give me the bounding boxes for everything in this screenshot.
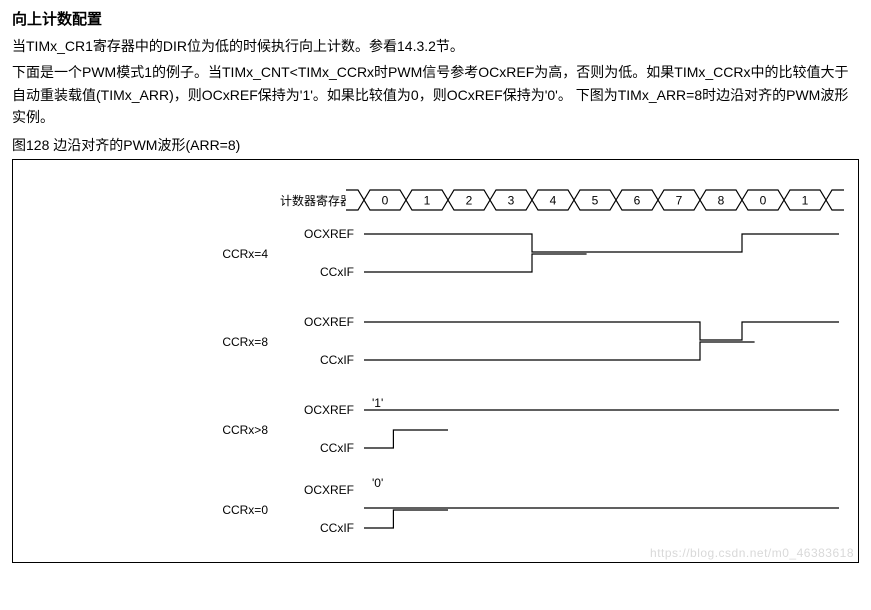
ccrx-group-label: CCRx=8 bbox=[222, 335, 268, 349]
waveform bbox=[364, 322, 839, 340]
ccxif-label: CCxIF bbox=[320, 265, 354, 279]
ocxref-annotation: '1' bbox=[372, 396, 383, 410]
paragraph-1: 当TIMx_CR1寄存器中的DIR位为低的时候执行向上计数。参看14.3.2节。 bbox=[12, 35, 859, 57]
counter-value: 8 bbox=[718, 193, 725, 207]
watermark-text: https://blog.csdn.net/m0_46383618 bbox=[650, 546, 854, 560]
counter-value: 0 bbox=[382, 193, 389, 207]
counter-value: 3 bbox=[508, 193, 515, 207]
waveform bbox=[364, 254, 587, 272]
ccxif-label: CCxIF bbox=[320, 521, 354, 535]
timing-diagram-container: 计数器寄存器 0 1 2 3 4 5 6 7 8 0 1 CCRx=4 OCXREF CCxIF CCRx=8… bbox=[12, 159, 859, 563]
section-title: 向上计数配置 bbox=[12, 8, 859, 29]
figure-caption: 图128 边沿对齐的PWM波形(ARR=8) bbox=[12, 135, 859, 155]
ocxref-label: OCXREF bbox=[304, 483, 354, 497]
counter-value: 4 bbox=[550, 193, 557, 207]
counter-cell-lead bbox=[346, 190, 364, 210]
counter-value: 1 bbox=[802, 193, 809, 207]
counter-value: 2 bbox=[466, 193, 473, 207]
waveform bbox=[364, 430, 448, 448]
ocxref-annotation: '0' bbox=[372, 476, 383, 490]
ocxref-label: OCXREF bbox=[304, 227, 354, 241]
ccrx-group-label: CCRx=4 bbox=[222, 247, 268, 261]
counter-register-label: 计数器寄存器 bbox=[280, 193, 352, 208]
waveform bbox=[364, 342, 755, 360]
counter-value: 6 bbox=[634, 193, 641, 207]
counter-value: 0 bbox=[760, 193, 767, 207]
counter-value: 5 bbox=[592, 193, 599, 207]
ocxref-label: OCXREF bbox=[304, 403, 354, 417]
ccrx-group-label: CCRx>8 bbox=[222, 423, 268, 437]
paragraph-2: 下面是一个PWM模式1的例子。当TIMx_CNT<TIMx_CCRx时PWM信号… bbox=[12, 61, 859, 128]
timing-diagram-svg: 计数器寄存器 0 1 2 3 4 5 6 7 8 0 1 CCRx=4 OCXREF CCxIF CCRx=8… bbox=[13, 160, 858, 562]
ccxif-label: CCxIF bbox=[320, 441, 354, 455]
waveform bbox=[364, 510, 448, 528]
waveform bbox=[364, 234, 839, 252]
ocxref-label: OCXREF bbox=[304, 315, 354, 329]
ccrx-group-label: CCRx=0 bbox=[222, 503, 268, 517]
counter-value: 1 bbox=[424, 193, 431, 207]
counter-value: 7 bbox=[676, 193, 683, 207]
ccxif-label: CCxIF bbox=[320, 353, 354, 367]
counter-cell-tail bbox=[826, 190, 844, 210]
